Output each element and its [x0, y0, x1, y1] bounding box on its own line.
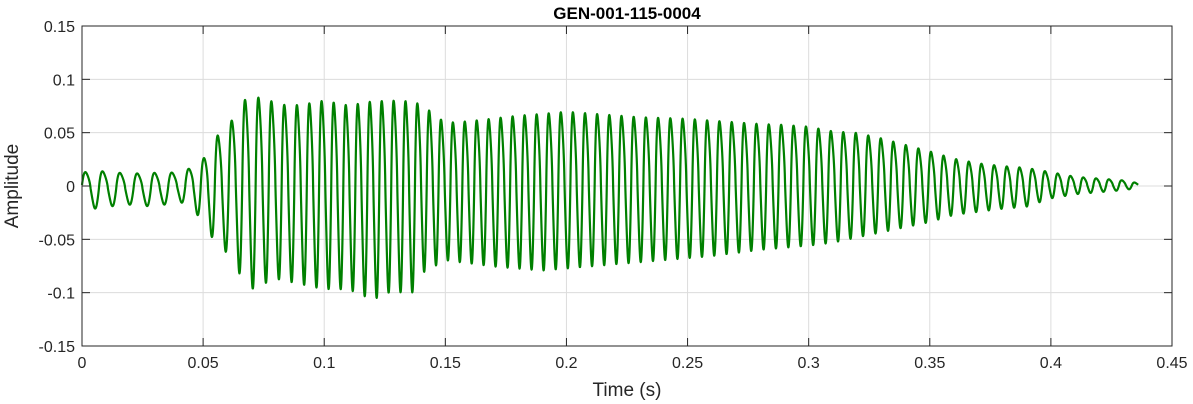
y-tick-labels: -0.15 -0.1 -0.05 0 0.05 0.1 0.15	[39, 19, 76, 356]
x-tick-label: 0.2	[555, 355, 577, 372]
x-tick-label: 0.15	[430, 355, 461, 372]
x-tick-labels: 0 0.05 0.1 0.15 0.2 0.25 0.3 0.35 0.4 0.45	[78, 355, 1188, 372]
y-tick-label: -0.15	[39, 339, 76, 356]
y-axis-title: Amplitude	[2, 144, 23, 229]
x-tick-label: 0.05	[188, 355, 219, 372]
x-tick-label: 0.35	[914, 355, 945, 372]
chart-title: GEN-001-115-0004	[553, 4, 701, 23]
y-tick-label: 0.1	[53, 72, 75, 89]
y-tick-label: -0.05	[39, 232, 76, 249]
waveform-series-line	[80, 96, 1139, 299]
x-tick-label: 0.3	[798, 355, 820, 372]
x-tick-label: 0.1	[313, 355, 335, 372]
x-tick-label: 0.25	[672, 355, 703, 372]
tick-marks	[81, 25, 1173, 347]
x-tick-label: 0.45	[1156, 355, 1187, 372]
y-tick-label: -0.1	[47, 286, 75, 303]
series-layer	[80, 96, 1139, 299]
y-tick-label: 0.05	[44, 126, 75, 143]
grid-lines	[82, 26, 1172, 346]
y-tick-label: 0	[66, 179, 75, 196]
y-tick-label: 0.15	[44, 19, 75, 36]
x-tick-label: 0.4	[1040, 355, 1062, 372]
x-tick-label: 0	[78, 355, 87, 372]
x-axis-title: Time (s)	[593, 380, 662, 401]
